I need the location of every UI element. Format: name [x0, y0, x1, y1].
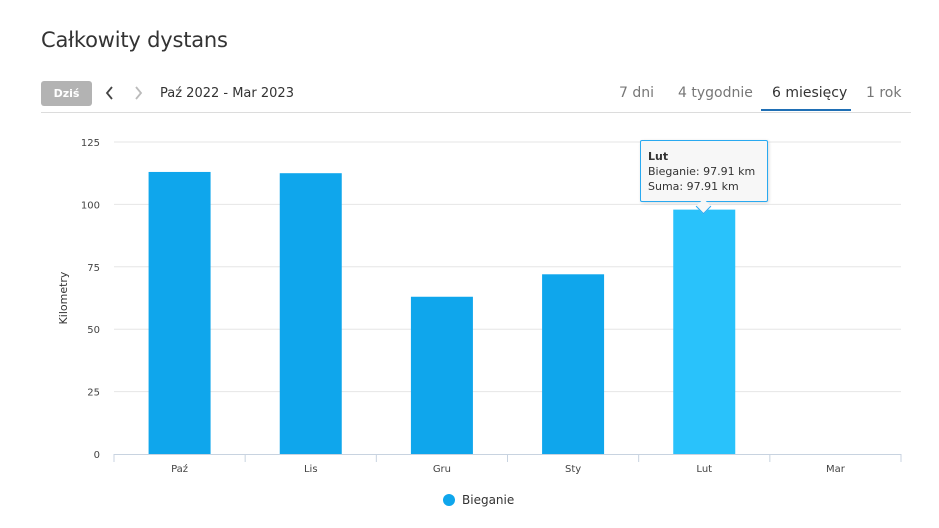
tab-1-year[interactable]: 1 rok [866, 85, 902, 101]
bar-2[interactable] [410, 296, 473, 454]
y-tick-label: 125 [81, 138, 100, 149]
bars [148, 171, 736, 454]
tooltip-line-running: Bieganie: 97.91 km [648, 165, 756, 178]
tooltip-line-sum: Suma: 97.91 km [648, 180, 739, 193]
legend-label: Bieganie [462, 493, 515, 507]
x-tick-label: Paź [171, 463, 188, 475]
legend[interactable]: Bieganie [443, 493, 514, 507]
x-tick-label: Sty [565, 464, 581, 475]
active-tab-indicator [761, 109, 851, 111]
bar-0[interactable] [148, 171, 211, 454]
date-range-label: Paź 2022 - Mar 2023 [160, 86, 294, 101]
x-tick-label: Lut [696, 464, 712, 475]
y-tick-label: 100 [81, 200, 100, 211]
bar-4[interactable] [673, 209, 736, 454]
y-tick-label: 0 [94, 450, 100, 461]
tooltip-title: Lut [648, 150, 669, 163]
y-tick-label: 75 [87, 263, 100, 274]
toolbar: Dziś Paź 2022 - Mar 2023 7 dni 4 tygodni… [41, 80, 911, 113]
chevron-left-icon[interactable] [100, 82, 120, 104]
y-tick-label: 50 [87, 325, 100, 336]
legend-marker [443, 494, 455, 506]
y-axis-ticks: 0 25 50 75 100 125 [81, 138, 100, 461]
tab-4-weeks[interactable]: 4 tygodnie [678, 85, 753, 101]
x-tick-label: Mar [826, 464, 846, 475]
x-tick-label: Lis [304, 464, 318, 475]
tab-6-months[interactable]: 6 miesięcy [772, 85, 848, 101]
tooltip: Lut Bieganie: 97.91 km Suma: 97.91 km [640, 140, 768, 202]
x-tick-label: Gru [433, 464, 451, 475]
tab-7-days[interactable]: 7 dni [619, 85, 655, 101]
today-button[interactable]: Dziś [41, 81, 92, 106]
bar-3[interactable] [542, 274, 605, 454]
y-tick-label: 25 [87, 388, 100, 399]
x-axis: Paź Lis Gru Sty Lut Mar [113, 454, 902, 475]
grid-lines [114, 141, 901, 393]
page-title: Całkowity dystans [41, 28, 228, 52]
chevron-right-icon[interactable] [128, 82, 148, 104]
y-axis-label: Kilometry [57, 271, 70, 324]
bar-1[interactable] [279, 173, 342, 454]
